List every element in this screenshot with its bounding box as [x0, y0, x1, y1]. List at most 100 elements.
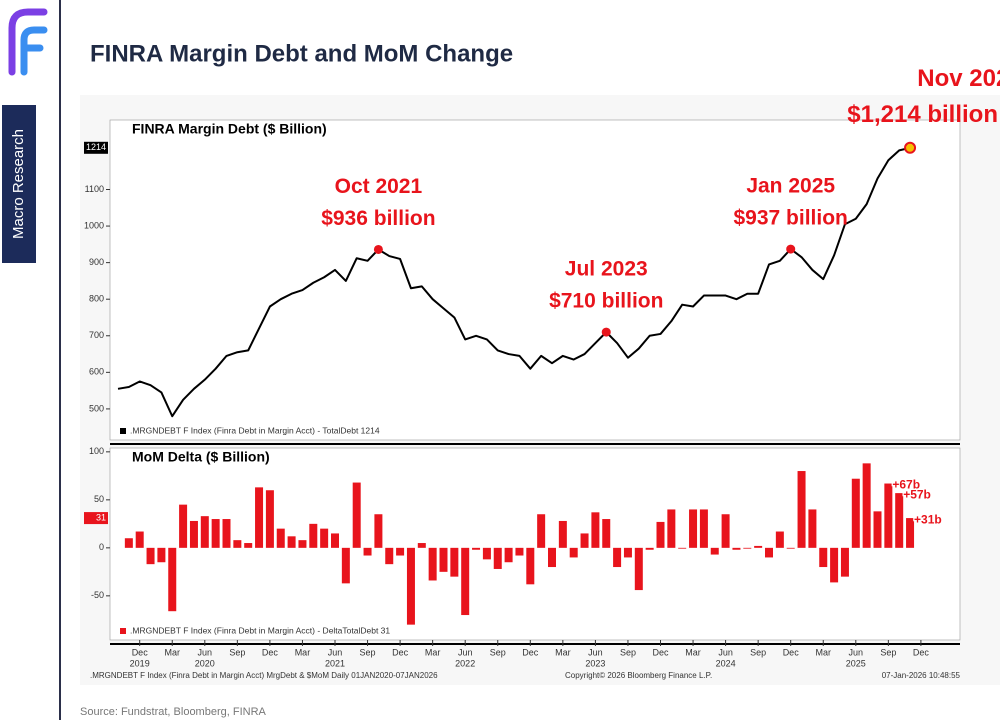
- bar: [472, 547, 481, 550]
- bar: [157, 547, 166, 563]
- annotation-value: $936 billion: [321, 207, 435, 230]
- bar: [309, 523, 318, 548]
- bar: [265, 490, 274, 548]
- sidebar-tab: [2, 105, 36, 263]
- bar: [450, 547, 459, 577]
- bar: [363, 547, 372, 556]
- bar: [591, 512, 600, 548]
- y-tick-label: 600: [89, 367, 104, 377]
- bar: [906, 518, 915, 548]
- bar: [699, 509, 708, 548]
- y-tick-label: 700: [89, 330, 104, 340]
- bar: [233, 540, 242, 548]
- bar: [352, 482, 361, 548]
- x-tick-year: 2020: [195, 658, 215, 668]
- sidebar-label: Macro Research: [10, 129, 27, 239]
- y-tick-label: -50: [91, 590, 104, 600]
- bar: [124, 538, 133, 548]
- bar: [255, 487, 264, 548]
- annotation-dot: [904, 141, 917, 154]
- bar: [558, 520, 567, 548]
- bar: [721, 514, 730, 548]
- bar: [797, 471, 806, 548]
- y-tick-label: 900: [89, 257, 104, 267]
- plot-area: [109, 119, 961, 441]
- x-tick-label: Mar: [555, 647, 571, 657]
- bar: [168, 547, 177, 612]
- x-tick-label: Mar: [295, 647, 311, 657]
- value-label: +57b: [903, 487, 931, 501]
- last-value-tag: [84, 141, 108, 154]
- x-tick-label: Jun: [718, 647, 733, 657]
- bar: [851, 478, 860, 548]
- bar: [179, 504, 188, 548]
- annotation-value: $937 billion: [734, 207, 848, 230]
- x-tick-label: Sep: [620, 647, 636, 657]
- bar: [298, 540, 307, 548]
- slide-title: FINRA Margin Debt and MoM Change: [90, 40, 513, 67]
- y-tick-label: 500: [89, 403, 104, 413]
- y-tick-label: 100: [89, 446, 104, 456]
- annotation-dot: [373, 244, 383, 254]
- bar: [461, 547, 470, 616]
- bar: [895, 493, 904, 548]
- x-tick-label: Sep: [880, 647, 896, 657]
- bar: [862, 463, 871, 548]
- bar: [678, 547, 687, 549]
- bar: [189, 520, 198, 548]
- x-tick-year: 2023: [585, 658, 605, 668]
- legend-label: .MRGNDEBT F Index (Finra Debt in Margin …: [130, 625, 390, 635]
- bar: [548, 547, 556, 568]
- x-tick-year: 2019: [130, 658, 150, 668]
- annotation-label: Nov 2025: [917, 65, 1000, 92]
- x-tick-label: Sep: [229, 647, 245, 657]
- source: Source: Fundstrat, Bloomberg, FINRA: [80, 706, 267, 718]
- bar: [645, 547, 654, 550]
- bar: [374, 514, 383, 548]
- last-value-tag-label: 31: [96, 512, 106, 522]
- bar: [406, 547, 415, 625]
- value-label: +67b: [892, 478, 920, 492]
- x-tick-label: Dec: [652, 647, 669, 657]
- bar: [200, 516, 209, 548]
- footer-center: Copyright© 2026 Bloomberg Finance L.P.: [565, 671, 712, 680]
- x-tick-label: Sep: [750, 647, 766, 657]
- bar: [428, 547, 437, 581]
- y-tick-label: 800: [89, 294, 104, 304]
- bar: [689, 509, 698, 548]
- x-tick-label: Dec: [783, 647, 800, 657]
- last-value-tag: [84, 512, 108, 525]
- bar: [634, 547, 643, 591]
- last-value-tag-label: 1214: [86, 142, 106, 152]
- bar: [515, 547, 524, 556]
- y-tick-label: 1000: [84, 220, 104, 230]
- x-tick-label: Jun: [849, 647, 864, 657]
- panel-title: FINRA Margin Debt ($ Billion): [132, 121, 327, 137]
- x-tick-label: Dec: [262, 647, 279, 657]
- x-tick-label: Dec: [913, 647, 930, 657]
- y-tick-label: 0: [99, 542, 104, 552]
- bar: [211, 519, 220, 548]
- bar: [830, 547, 839, 583]
- x-tick-label: Mar: [685, 647, 701, 657]
- bar: [819, 547, 828, 568]
- bar: [504, 547, 513, 563]
- bar: [244, 543, 253, 548]
- bar: [580, 533, 589, 548]
- footer-right: 07-Jan-2026 10:48:55: [882, 671, 961, 680]
- bar: [840, 547, 849, 577]
- x-tick-label: Jun: [588, 647, 603, 657]
- x-tick-label: Jun: [458, 647, 473, 657]
- bar: [656, 521, 665, 548]
- x-tick-year: 2024: [716, 658, 736, 668]
- annotation-value: $710 billion: [549, 290, 663, 313]
- bar: [602, 519, 611, 548]
- x-tick-year: 2025: [846, 658, 866, 668]
- bar: [765, 547, 773, 558]
- bar: [808, 509, 817, 548]
- x-tick-label: Sep: [490, 647, 506, 657]
- bar: [146, 547, 155, 565]
- bar: [331, 533, 339, 548]
- annotation-label: Oct 2021: [335, 175, 423, 198]
- x-tick-year: 2022: [455, 658, 475, 668]
